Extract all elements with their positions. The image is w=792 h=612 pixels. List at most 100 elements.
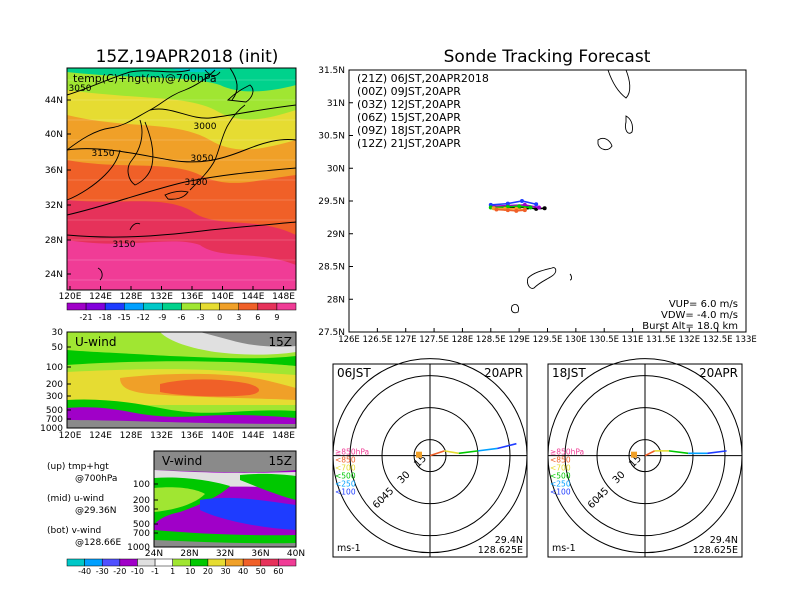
colorbar-swatch <box>154 558 173 567</box>
uwind-label: U-wind <box>75 335 116 349</box>
track-point <box>522 202 527 207</box>
map-lon-axis: 120E 124E 128E 132E 136E 140E 144E 148E <box>59 286 295 302</box>
colorbar-label: -40 <box>78 567 91 576</box>
pressure-tick-label: 1000 <box>127 543 150 553</box>
lat-tick-label: 40N <box>287 549 305 559</box>
lon-tick-label: 127E <box>395 335 417 345</box>
lat-tick-label: 31.5N <box>318 66 345 76</box>
lat-tick-label: 36N <box>251 549 269 559</box>
legend-line: (mid) u-wind <box>47 494 104 504</box>
hodograph-segment <box>707 450 727 455</box>
colorbar-swatch <box>137 558 156 567</box>
colorbar-swatch <box>225 558 244 567</box>
pressure-tick-label: 500 <box>133 520 150 530</box>
colorbar-swatch <box>162 302 182 311</box>
lon-tick-label: 120E <box>59 431 82 441</box>
level-label: ≥850hPa <box>550 448 584 457</box>
track-line <box>490 200 537 206</box>
pressure-tick-label: 30 <box>52 328 64 338</box>
track-point <box>517 204 522 209</box>
pressure-tick-label: 100 <box>133 480 150 490</box>
lat-tick-label: 44N <box>45 96 63 106</box>
colorbar-swatch <box>124 302 144 311</box>
panel-legend: (up) tmp+hgt @700hPa (mid) u-wind @29.36… <box>47 462 121 548</box>
colorbar-swatch <box>207 558 226 567</box>
colorbar-label: 30 <box>220 567 230 576</box>
lat-tick-label: 32N <box>216 549 234 559</box>
colorbar-label: -3 <box>197 313 205 322</box>
contour-label: 3000 <box>194 122 217 132</box>
contour-label: 3150 <box>92 149 115 159</box>
colorbar-label: -1 <box>151 567 159 576</box>
legend-line: (up) tmp+hgt <box>47 462 109 472</box>
colorbar-label: 9 <box>274 313 279 322</box>
colorbar-label: 50 <box>256 567 266 576</box>
lon-tick-label: 132.5E <box>703 335 733 345</box>
hodograph-unit: ms-1 <box>552 543 576 554</box>
lat-tick-label: 24N <box>45 270 63 280</box>
colorbar-label: 10 <box>185 567 195 576</box>
level-label: <850 <box>335 456 356 465</box>
param-line: Burst Alt= 18.0 km <box>642 321 738 332</box>
colorbar-swatch <box>66 558 85 567</box>
lon-tick-label: 148E <box>272 431 295 441</box>
hodograph-unit: ms-1 <box>337 543 361 554</box>
lat-tick-label: 30.5N <box>318 132 345 142</box>
level-label: <850 <box>550 456 571 465</box>
wind-colorbar: -40 -30 -20 -10 -1 1 10 20 30 40 50 60 <box>66 558 297 576</box>
colorbar-label: -12 <box>137 313 150 322</box>
colorbar-swatch <box>119 558 138 567</box>
track-point <box>534 202 539 207</box>
level-label: <700 <box>335 464 356 473</box>
launch-entry: (09Z) 18JST,20APR <box>357 124 461 137</box>
temperature-colorbar: -21 -18 -15 -12 -9 -6 -3 0 3 6 9 <box>66 302 297 322</box>
lon-tick-label: 130.5E <box>589 335 619 345</box>
vwind-label: V-wind <box>162 454 202 468</box>
legend-line: @700hPa <box>75 474 117 484</box>
colorbar-swatch <box>101 558 121 567</box>
uwind-section: U-wind 15Z <box>66 331 297 429</box>
colorbar-label: -20 <box>113 567 126 576</box>
lon-tick-label: 128E <box>452 335 474 345</box>
tracking-lat-axis: 31.5N 31N 30.5N 30N 29.5N 29N 28.5N 28N 27.5N <box>318 66 353 338</box>
left-title: 15Z,19APR2018 (init) <box>96 47 279 67</box>
colorbar-swatch <box>200 302 220 311</box>
uwind-lon-axis: 120E 124E 128E 132E 136E 140E 144E 148E <box>59 431 296 441</box>
pressure-tick-label: 300 <box>46 392 63 402</box>
contour-label: 3050 <box>191 154 214 164</box>
lon-tick-label: 126.5E <box>362 335 392 345</box>
hodograph-time: 06JST <box>337 366 371 380</box>
contour-label: 3050 <box>69 84 92 94</box>
colorbar-swatch <box>104 302 125 311</box>
launch-entry: (06Z) 15JST,20APR <box>357 111 461 124</box>
hodograph-segment <box>644 450 655 457</box>
lat-tick-label: 31N <box>327 99 345 109</box>
lon-tick-label: 126E <box>338 335 360 345</box>
lat-tick-label: 27.5N <box>318 328 345 338</box>
colorbar-label: 0 <box>217 313 222 322</box>
track-point <box>514 208 519 213</box>
param-line: VDW= -4.0 m/s <box>661 310 738 321</box>
colorbar-label: -15 <box>118 313 131 322</box>
temperature-map: 3050 3000 3150 3050 3100 3150 temp(C)+hg… <box>66 67 297 291</box>
hodograph-segment <box>477 447 498 452</box>
lat-tick-label: 24N <box>145 549 163 559</box>
lon-tick-label: 132E <box>678 335 700 345</box>
colorbar-label: -30 <box>96 567 109 576</box>
right-title: Sonde Tracking Forecast <box>444 47 651 67</box>
lon-tick-label: 124E <box>89 292 112 302</box>
track-point <box>542 206 547 211</box>
track-line <box>493 207 525 211</box>
level-label: <500 <box>550 472 571 481</box>
colorbar-swatch <box>219 302 240 311</box>
hodograph-lon: 128.625E <box>478 545 523 556</box>
colorbar-swatch <box>242 558 262 567</box>
lat-tick-label: 28N <box>180 549 198 559</box>
colorbar-swatch <box>238 302 259 311</box>
lon-tick-label: 144E <box>242 292 265 302</box>
colorbar-swatch <box>172 558 191 567</box>
pressure-tick-label: 100 <box>46 363 63 373</box>
